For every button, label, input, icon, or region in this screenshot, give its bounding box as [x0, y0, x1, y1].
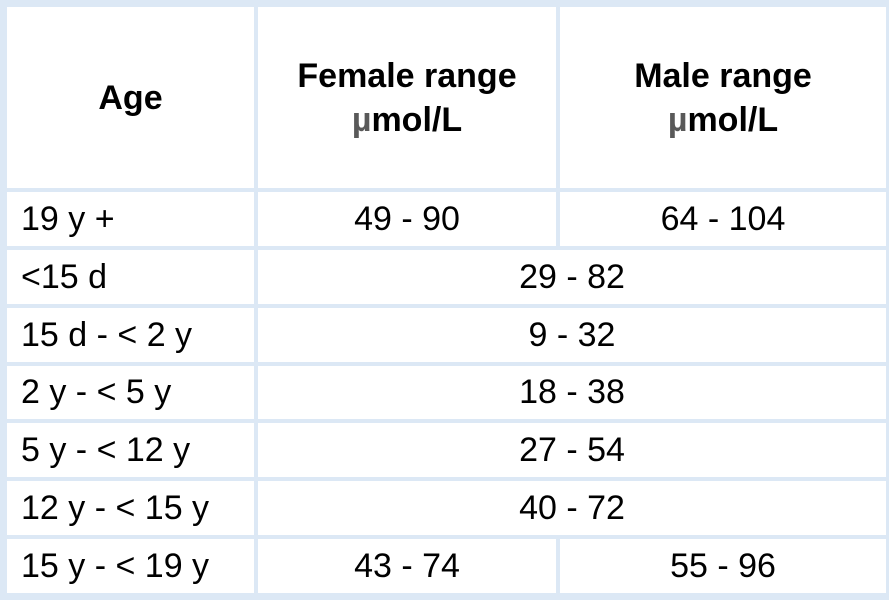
female-unit-rest: mol/L [371, 100, 463, 139]
header-female-range: Female range µmol/L [258, 7, 556, 188]
header-female-unit: µmol/L [258, 98, 556, 142]
male-range-cell: 55 - 96 [560, 539, 886, 593]
age-cell: 15 y - < 19 y [7, 539, 254, 593]
combined-range-cell: 29 - 82 [258, 249, 886, 304]
header-female-label: Female range [297, 56, 517, 95]
female-range-cell: 43 - 74 [258, 539, 556, 593]
age-cell: 19 y + [7, 192, 254, 246]
header-male-unit: µmol/L [560, 98, 886, 142]
age-cell: <15 d [7, 249, 254, 304]
header-male-range: Male range µmol/L [560, 7, 886, 188]
table-row: <15 d 29 - 82 [7, 249, 886, 304]
age-cell: 15 d - < 2 y [7, 307, 254, 362]
age-cell: 2 y - < 5 y [7, 365, 254, 420]
header-male-label: Male range [634, 56, 812, 95]
table-row: 12 y - < 15 y 40 - 72 [7, 481, 886, 536]
header-row: Age Female range µmol/L Male range µmol/… [7, 7, 886, 188]
header-age-label: Age [98, 78, 163, 117]
table-row: 19 y + 49 - 90 64 - 104 [7, 192, 886, 246]
table-row: 15 d - < 2 y 9 - 32 [7, 307, 886, 362]
male-unit-rest: mol/L [687, 100, 779, 139]
table-row: 15 y - < 19 y 43 - 74 55 - 96 [7, 539, 886, 593]
age-cell: 5 y - < 12 y [7, 423, 254, 478]
female-unit-mu: µ [351, 100, 372, 139]
male-range-cell: 64 - 104 [560, 192, 886, 246]
age-cell: 12 y - < 15 y [7, 481, 254, 536]
combined-range-cell: 18 - 38 [258, 365, 886, 420]
table-row: 5 y - < 12 y 27 - 54 [7, 423, 886, 478]
header-age: Age [7, 7, 254, 188]
combined-range-cell: 40 - 72 [258, 481, 886, 536]
combined-range-cell: 27 - 54 [258, 423, 886, 478]
reference-range-table: Age Female range µmol/L Male range µmol/… [3, 3, 889, 597]
combined-range-cell: 9 - 32 [258, 307, 886, 362]
male-unit-mu: µ [667, 100, 688, 139]
table-row: 2 y - < 5 y 18 - 38 [7, 365, 886, 420]
female-range-cell: 49 - 90 [258, 192, 556, 246]
